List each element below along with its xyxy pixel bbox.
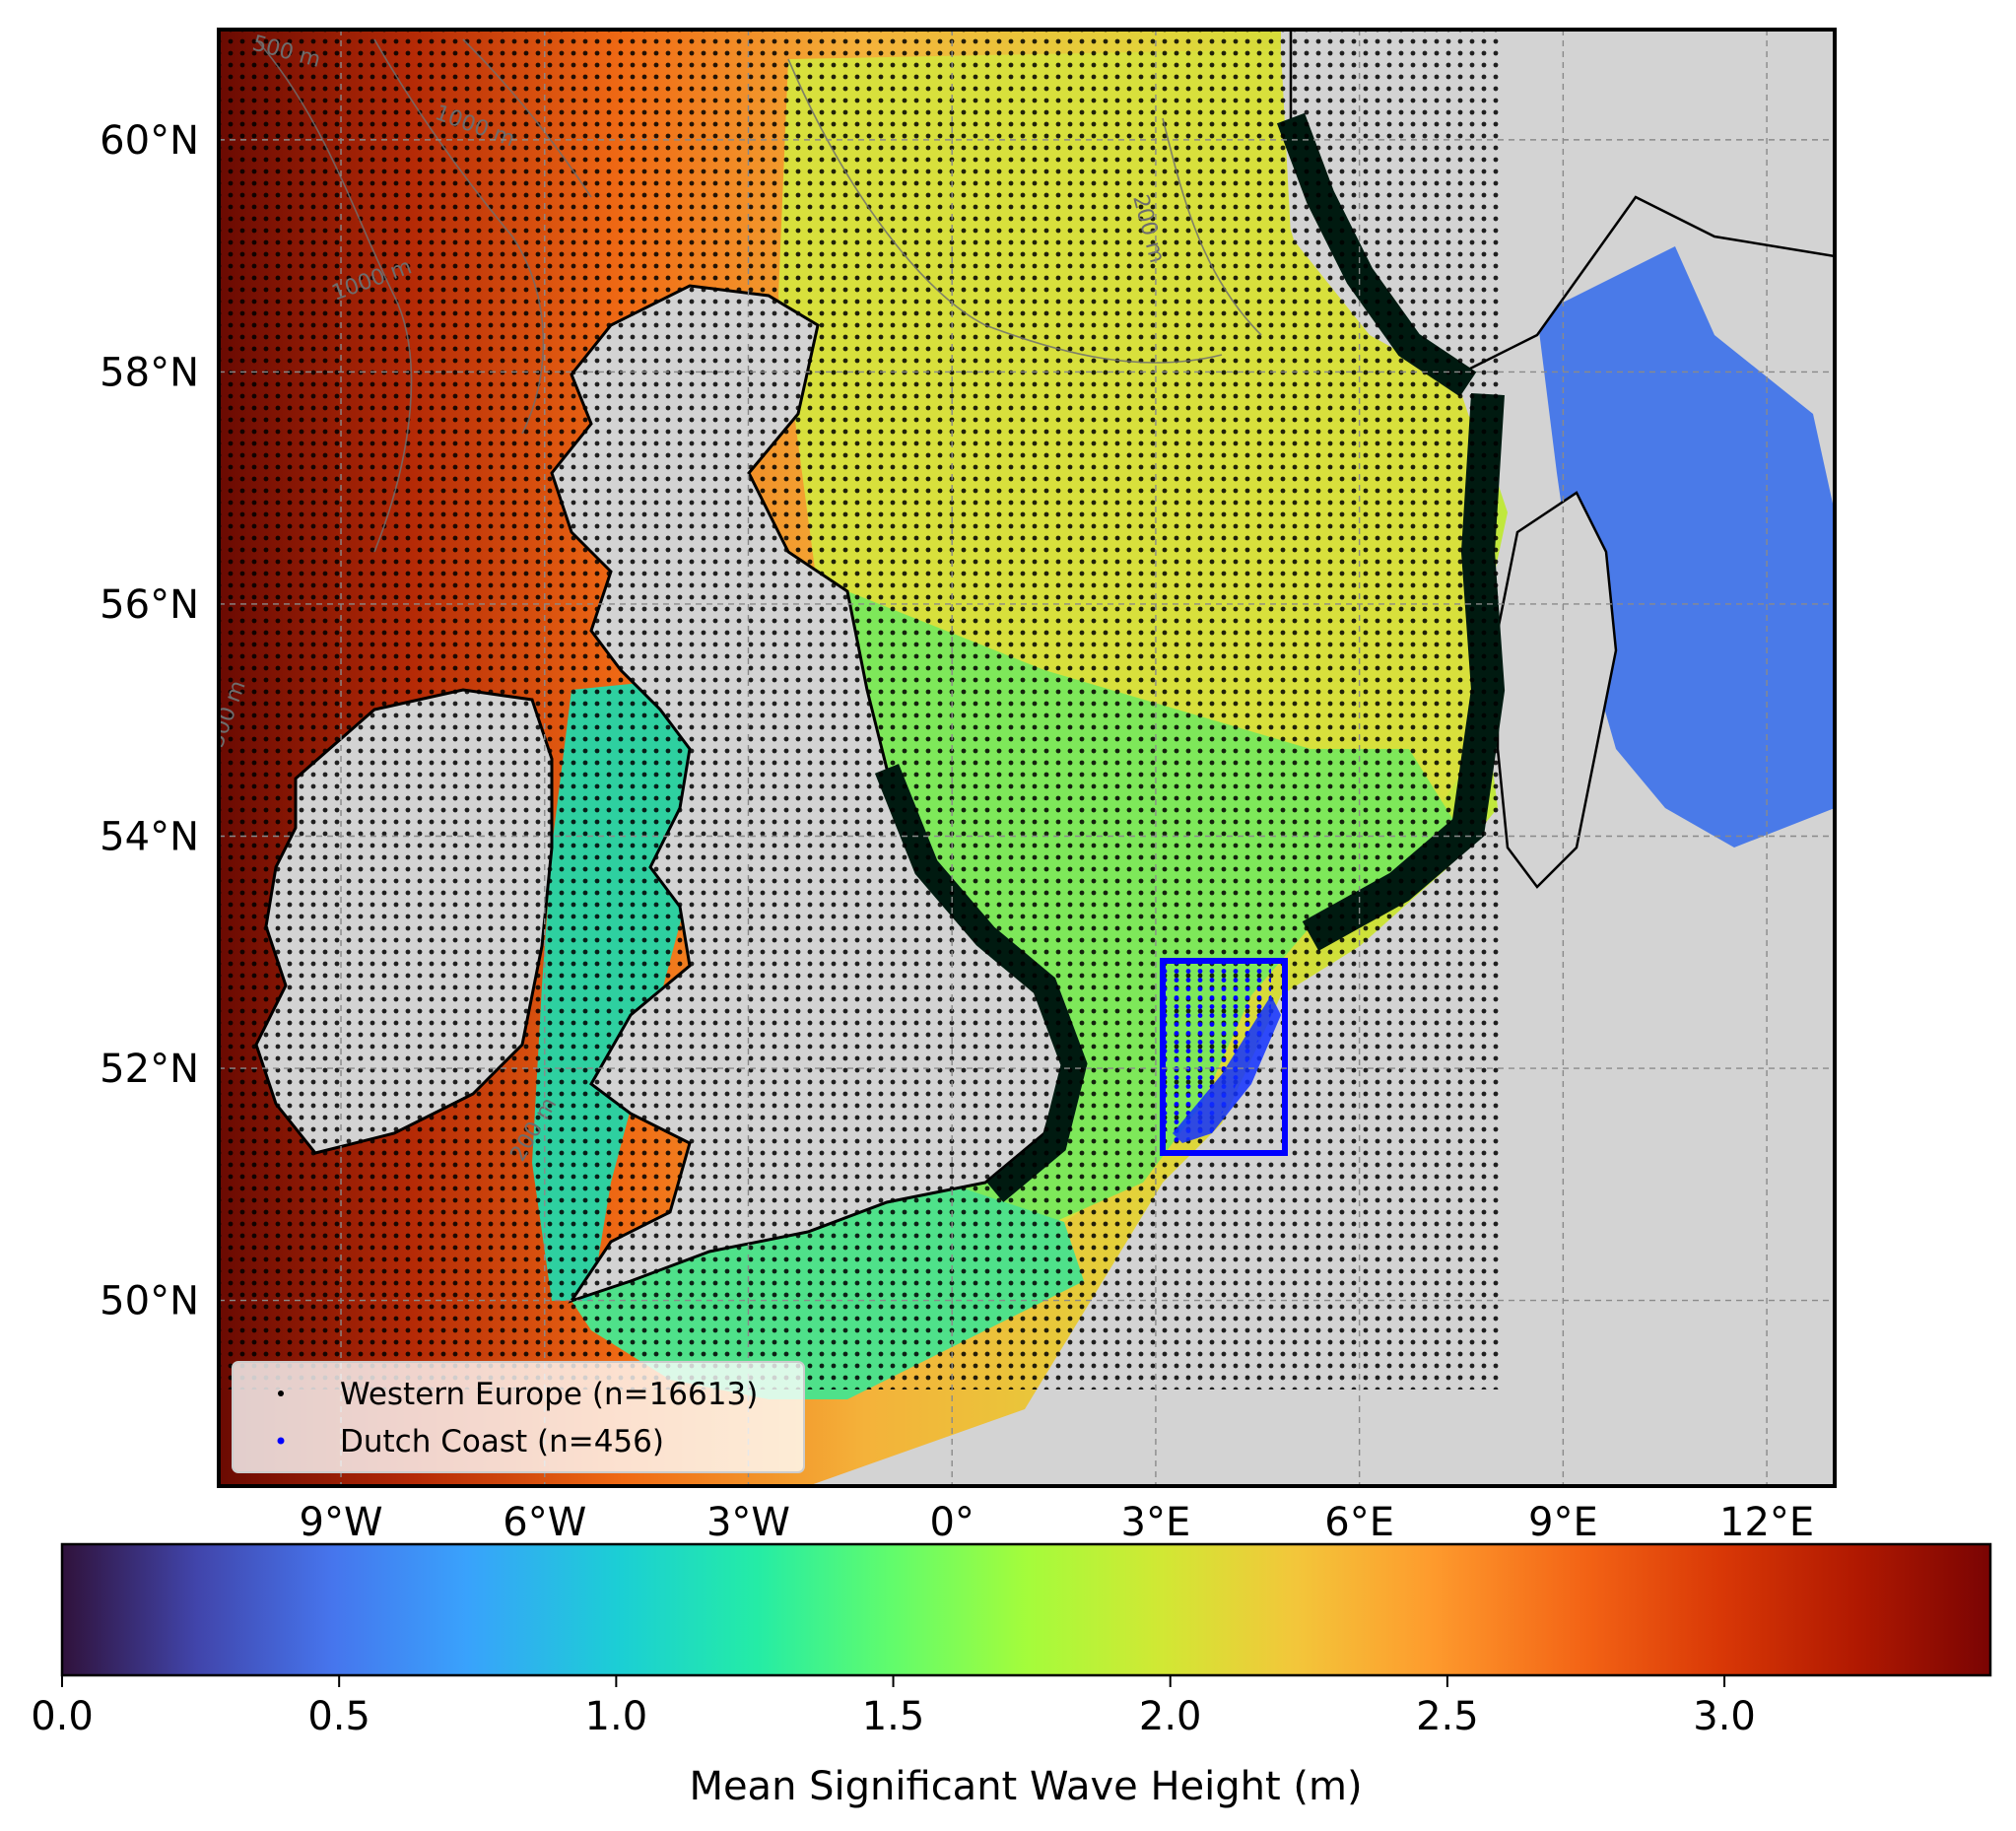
legend-marker-western-europe: [278, 1390, 284, 1396]
lon-tick-label: 3°E: [1121, 1500, 1191, 1545]
colorbar: 0.0 0.5 1.0 1.5 2.0 2.5 3.0 Mean Significant W…: [31, 1542, 1992, 1809]
lon-tick-label: 0°: [929, 1500, 974, 1545]
colorbar-label: Mean Significant Wave Height (m): [689, 1764, 1362, 1809]
latitude-tick-labels: 60°N 58°N 56°N 54°N 52°N 50°N: [100, 118, 199, 1324]
lon-tick-label: 9°W: [300, 1500, 383, 1545]
colorbar-tick-label: 3.0: [1693, 1694, 1756, 1739]
lat-tick-label: 50°N: [100, 1279, 199, 1324]
colorbar-gradient: [60, 1542, 1992, 1677]
bathymetry-contours: [255, 38, 1262, 553]
map-frame: [217, 28, 1837, 1488]
legend-marker-dutch-coast: [277, 1437, 285, 1445]
colorbar-tick-label: 1.0: [585, 1694, 648, 1739]
lon-tick-label: 6°W: [503, 1500, 586, 1545]
colorbar-tick-label: 0.5: [307, 1694, 370, 1739]
legend-label-western-europe: Western Europe (n=16613): [340, 1377, 758, 1412]
legend-label-dutch-coast: Dutch Coast (n=456): [340, 1424, 664, 1459]
lat-tick-label: 60°N: [100, 118, 199, 164]
lon-tick-label: 3°W: [706, 1500, 790, 1545]
colorbar-tick-label: 2.5: [1416, 1694, 1479, 1739]
lat-tick-label: 54°N: [100, 814, 199, 859]
lon-tick-label: 6°E: [1324, 1500, 1394, 1545]
dutch-coast-box: [1160, 958, 1288, 1156]
lat-tick-label: 58°N: [100, 350, 199, 395]
colorbar-tick-label: 0.0: [31, 1694, 94, 1739]
legend: Western Europe (n=16613) Dutch Coast (n=…: [232, 1361, 805, 1473]
colorbar-ticks: 0.0 0.5 1.0 1.5 2.0 2.5 3.0: [31, 1675, 1756, 1739]
map-panel: 500 m 1000 m 200 m 200 m 1000 m 500 m: [219, 30, 1835, 1486]
baltic-water: [1537, 246, 1835, 848]
lon-tick-label: 12°E: [1719, 1500, 1814, 1545]
lat-tick-label: 56°N: [100, 582, 199, 628]
dutch-coast-dense-band: [1173, 995, 1281, 1143]
longitude-tick-labels: 9°W 6°W 3°W 0° 3°E 6°E 9°E 12°E: [300, 1500, 1815, 1545]
western-europe-points: [219, 30, 1500, 1390]
lon-tick-label: 9°E: [1528, 1500, 1598, 1545]
colorbar-tick-label: 2.0: [1139, 1694, 1202, 1739]
gridlines: [219, 30, 1835, 1486]
dutch-coast-points: [1163, 961, 1271, 1143]
colorbar-tick-label: 1.5: [862, 1694, 925, 1739]
lat-tick-label: 52°N: [100, 1047, 199, 1092]
legend-box: [232, 1361, 805, 1473]
